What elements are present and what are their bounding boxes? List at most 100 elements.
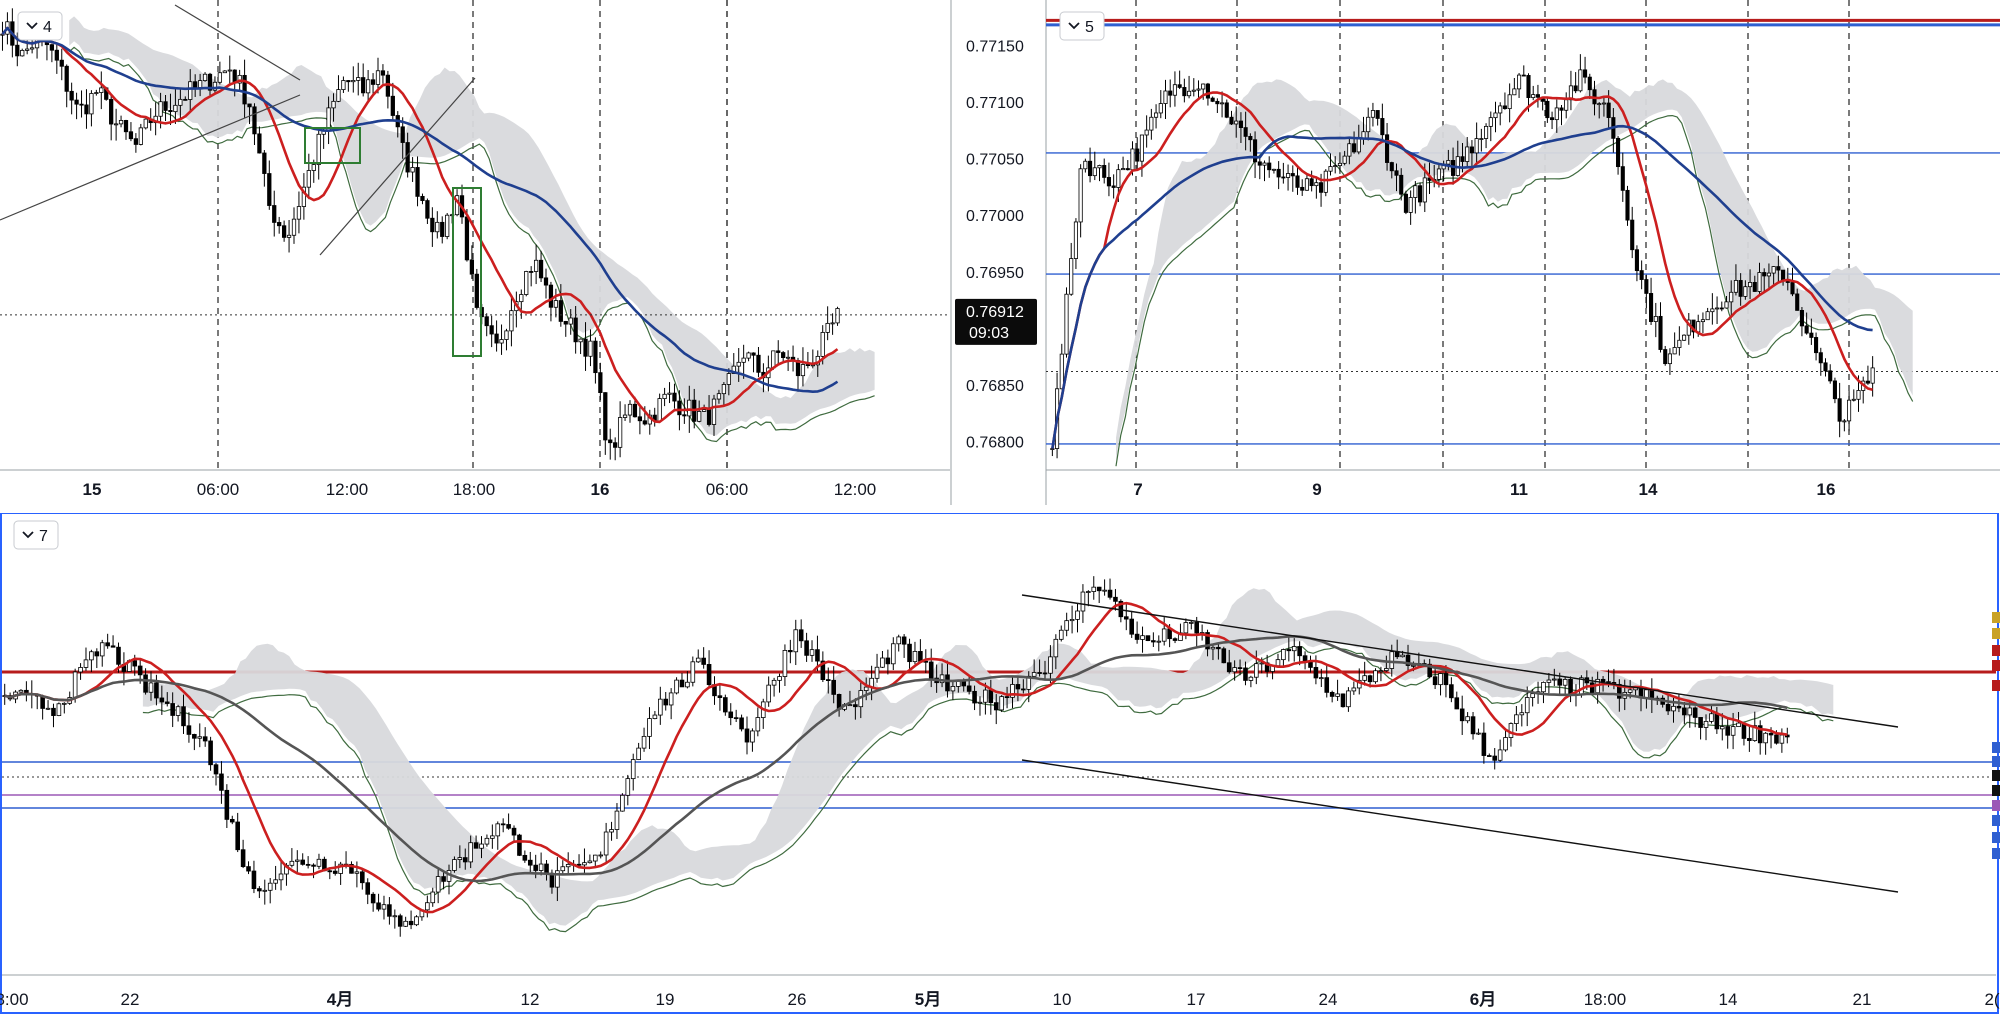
pane-4-candle-body (800, 364, 806, 377)
pane-7-candle-body (1394, 651, 1400, 658)
pane-7-candle-body (1221, 648, 1227, 664)
pane-4-candle-body (608, 439, 613, 444)
pane-5-candle-body (1682, 334, 1687, 341)
pane-7-candle-body (679, 679, 685, 688)
pane-7-candle-body (1443, 673, 1449, 686)
pane-7-candle-body (1086, 591, 1091, 593)
pane-7-candle-body (668, 692, 674, 706)
pane-7-candle-body (45, 707, 51, 710)
chevron-down-icon (1068, 22, 1080, 30)
pane-5-candle-body (1088, 160, 1093, 177)
chevron-down-icon (26, 22, 38, 30)
pane-5-candle-body (1559, 107, 1564, 111)
pane-7-candle-body (988, 689, 994, 704)
pane-5-candle-body (1092, 167, 1097, 177)
pane-7-candle-body (1015, 684, 1021, 690)
pane-4-candle-body (613, 442, 618, 448)
pane-7-candle-body (804, 640, 809, 656)
pane-7-candle-body (197, 736, 203, 739)
pane-4-candle-body (400, 126, 405, 143)
pane-7-candle-body (1113, 596, 1118, 602)
pane-7-candle-body (1606, 681, 1611, 684)
pane-5-candle-body (1625, 189, 1630, 221)
pane-4-candle-body (193, 81, 198, 88)
pane-7-candle-body (674, 679, 679, 694)
pane-4-candle-body (133, 138, 139, 145)
pane-7-candle-body (641, 735, 647, 749)
pane-7-candle-body (533, 864, 538, 871)
pane-5-candle-body (1479, 138, 1484, 140)
pane-7-candle-body (1194, 621, 1200, 634)
pane-7-candle-body (435, 876, 441, 893)
pane-7-candle-body (983, 689, 988, 703)
pane-5-label-pill[interactable]: 5 (1059, 11, 1105, 41)
pane-5-candle-body (1658, 315, 1663, 350)
pane-5-candle-body (1700, 319, 1705, 323)
pane-7-candle-body (511, 827, 517, 836)
pane-4-box (304, 127, 361, 164)
pane-4-candle-body (642, 420, 647, 425)
pane-7-candle-body (945, 674, 950, 692)
pane-5-candle-body (1865, 380, 1870, 384)
pane-7-candle-body (1438, 673, 1443, 686)
pane-label-text: 7 (39, 528, 48, 545)
pane-4-candle-body (593, 340, 598, 374)
pane-5-candle-body (1498, 105, 1503, 114)
pane-4-candle-body (252, 106, 257, 135)
pane-4-candle-body (64, 65, 69, 92)
pane-4-candle-body (504, 330, 509, 340)
pane-4-candle-body (538, 259, 544, 279)
pane-7-candle-body (462, 857, 468, 863)
pane-5-candle-body (1847, 399, 1852, 422)
pane-7-candle-body (739, 717, 744, 730)
pane-4-candle-body (79, 103, 84, 106)
pane-7-chart (2, 576, 1996, 937)
pane-5-candle-body (1493, 112, 1498, 119)
pane-7-candle-body (565, 864, 571, 868)
pane-4-label-pill[interactable]: 4 (17, 11, 63, 41)
pane-7-candle-body (1291, 646, 1297, 652)
pane-7-candle-body (414, 916, 419, 926)
pane-5-candle-body (1795, 293, 1800, 311)
pane-7-scale-marker (1992, 848, 2000, 859)
pane-4-candle-body (242, 74, 247, 105)
pane-5-candle-body (1634, 249, 1639, 272)
pane-7-label-pill[interactable]: 7 (13, 520, 59, 550)
pane-4-candle-body (622, 414, 628, 418)
pane-7-scale-marker (1992, 832, 2000, 843)
pane-7-candle-body (956, 680, 961, 687)
pane-4-time-tick: 16 (591, 480, 610, 499)
pane-5-candle-body (1375, 110, 1380, 119)
pane-4-time-tick: 18:00 (453, 480, 496, 499)
pane-4-candle-body (509, 310, 514, 332)
pane-4-trendline (0, 94, 301, 221)
pane-5-candle-body (1347, 143, 1352, 157)
pane-5-candle-body (1154, 112, 1159, 118)
pane-5-candle-body (1616, 137, 1621, 168)
pane-7-candle-body (408, 920, 414, 926)
pane-5-candle-body (1286, 173, 1291, 178)
pane-4-candle-body (746, 352, 751, 359)
pane-7-candle-body (1075, 610, 1080, 620)
pane-4-candle-body (701, 409, 707, 412)
pane-7-candle-body (305, 863, 311, 866)
pane-7-candle-body (56, 703, 62, 716)
pane-7-time-tick: 8:00 (0, 990, 29, 1009)
pane-7-candle-body (1243, 667, 1248, 681)
pane-5-candle-body (1550, 117, 1555, 121)
pane-4-candle-body (128, 131, 134, 140)
pane-4-candle-body (425, 200, 430, 219)
pane-4-candle-body (351, 80, 356, 83)
pane-5-candle-body (1851, 398, 1856, 401)
pane-7-scale-marker (1992, 742, 2000, 753)
pane-4-candle-body (272, 205, 277, 223)
pane-7-candle-body (311, 864, 316, 867)
pane-7-channel-upper (1021, 594, 1899, 728)
pane-5-candle-body (1733, 280, 1738, 293)
pane-5-candle-body (1271, 168, 1276, 171)
pane-7-candle-body (1188, 621, 1194, 624)
pane-4-candle-body (820, 332, 825, 357)
pane-5-candle-body (1083, 160, 1088, 170)
pane-5-candle-body (1333, 165, 1338, 168)
pane-5-candle-body (1389, 162, 1394, 172)
